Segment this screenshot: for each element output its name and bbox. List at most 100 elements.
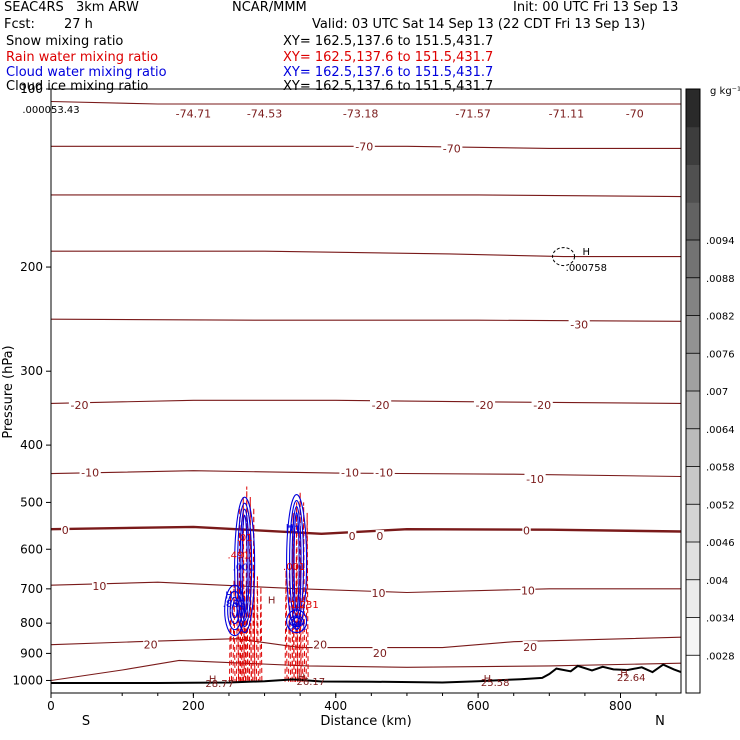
cloud-water-label: .061 xyxy=(285,621,307,632)
cloud-water-label: .001 xyxy=(233,563,255,574)
colorbar-unit: g kg⁻¹ xyxy=(710,86,740,97)
terrain-line xyxy=(51,663,682,684)
isotherm-label-bg xyxy=(473,398,496,410)
isotherm-label: 20 xyxy=(313,639,327,652)
cloud-water-contour xyxy=(293,616,300,626)
rain-water-contour xyxy=(252,565,256,682)
temperature-contours xyxy=(50,100,682,682)
isotherm-label: 10 xyxy=(521,585,535,598)
y-tick-label: 500 xyxy=(20,495,43,509)
isotherm-label: -10 xyxy=(81,466,99,479)
isotherm-label-bg xyxy=(173,107,214,119)
legend-snow-label: Snow mixing ratio xyxy=(6,34,124,49)
cloud-water-label: .71 xyxy=(285,524,301,535)
isotherm-label-bg xyxy=(546,107,587,119)
extremum-label: 28.77 xyxy=(205,679,234,690)
rain-water-label: 1.231 xyxy=(290,600,319,611)
rain-water-contour xyxy=(239,580,243,682)
extremum-label: 26.17 xyxy=(297,677,326,688)
y-tick-label: 600 xyxy=(20,542,43,556)
colorbar-swatch xyxy=(686,655,700,694)
rain-water-contour xyxy=(298,570,302,682)
y-tick-label: 100 xyxy=(20,82,43,96)
colorbar-swatch xyxy=(686,277,700,316)
isotherm-line xyxy=(50,470,682,478)
x-tick-label: 200 xyxy=(182,699,205,713)
isotherm-label: -71.11 xyxy=(549,107,584,120)
rain-water-contour xyxy=(295,502,299,682)
isotherm-label-bg xyxy=(568,318,590,330)
colorbar-swatch xyxy=(686,579,700,618)
plot-frame xyxy=(50,88,682,694)
y-tick-label: 700 xyxy=(20,582,43,596)
rain-water-label: .001 xyxy=(283,562,305,573)
isotherm-label: -70 xyxy=(355,140,373,153)
isotherm-label-bg xyxy=(452,107,494,119)
extremum-label: .000758 xyxy=(566,263,607,274)
isotherm-line xyxy=(51,145,681,149)
extremum-label: H xyxy=(583,247,591,258)
legend-rain-label: Rain water mixing ratio xyxy=(6,50,159,65)
colorbar-swatch xyxy=(686,353,700,392)
y-tick-label: 900 xyxy=(20,646,43,660)
isotherm-line xyxy=(51,194,682,198)
isotherm-label-bg xyxy=(339,466,361,478)
isotherm-label: 0 xyxy=(62,524,69,537)
isotherm-label: 0 xyxy=(376,530,383,543)
colorbar-tick-label: .0028 xyxy=(706,651,735,662)
terrain-surface xyxy=(51,663,682,684)
rain-water-contour xyxy=(232,580,236,682)
colorbar-swatch xyxy=(686,89,700,128)
legend-snow-xy: XY= 162.5,137.6 to 151.5,431.7 xyxy=(283,34,494,49)
colorbar-tick-label: .004 xyxy=(706,576,728,587)
colorbar-swatch xyxy=(686,617,700,656)
isotherm-line xyxy=(50,525,682,536)
contour-labels: -74.71 -74.53 -73.18 -71.57 -71.11 -70 -70 -70 -… xyxy=(22,105,645,690)
y-tick-label: 300 xyxy=(20,364,43,378)
rain-water-contour xyxy=(236,569,240,682)
colorbar-tick-label: .0052 xyxy=(706,500,735,511)
colorbar-swatch xyxy=(686,202,700,241)
extremum-label: H xyxy=(620,669,628,680)
isotherm-label-bg xyxy=(244,107,285,119)
cloud-water-contour xyxy=(227,590,243,631)
x-end-label-south: S xyxy=(82,714,90,729)
isotherm-label-bg xyxy=(372,646,388,658)
cloud-water-contour xyxy=(237,502,253,628)
rain-water-contour xyxy=(248,576,252,682)
isotherm-label: -10 xyxy=(526,473,544,486)
colorbar-tick-label: .0094 xyxy=(706,236,735,247)
isotherm-line xyxy=(50,581,681,594)
extremum-label: 25.58 xyxy=(481,678,510,689)
extremum-label: H xyxy=(298,673,306,684)
x-axis-label: Distance (km) xyxy=(320,714,411,729)
isotherm-label: -10 xyxy=(375,466,393,479)
colorbar-tick-label: .0034 xyxy=(706,614,735,625)
isotherm-label: 10 xyxy=(92,580,106,593)
isotherm-label-bg xyxy=(522,641,538,653)
x-tick-label: 0 xyxy=(47,699,55,713)
extremum-label: H xyxy=(225,591,233,602)
extremum-label: 22.64 xyxy=(617,673,646,684)
isotherm-line xyxy=(50,636,682,649)
isotherm-label: -74.71 xyxy=(176,107,211,120)
y-tick-label: 200 xyxy=(20,260,43,274)
isotherm-label-bg xyxy=(624,107,646,119)
isotherm-line xyxy=(50,659,682,682)
isotherm-label-bg xyxy=(369,398,392,410)
cloud-water-contour xyxy=(293,512,300,613)
rain-water-label: .01 xyxy=(237,533,253,544)
isotherm-label: 10 xyxy=(371,587,385,600)
rain-water-contour xyxy=(298,491,302,682)
isotherm-label: -70 xyxy=(626,107,644,120)
cloud-water-label: .862 xyxy=(223,599,245,610)
legend-cloud-water-xy: XY= 162.5,137.6 to 151.5,431.7 xyxy=(283,65,494,80)
isotherm-label: -20 xyxy=(372,399,390,412)
isotherm-label: -71.57 xyxy=(455,107,490,120)
cloud-ice-contour xyxy=(552,247,576,267)
cloud-water-contour xyxy=(229,596,240,625)
valid-time: Valid: 03 UTC Sat 14 Sep 13 (22 CDT Fri … xyxy=(312,17,646,32)
extremum-label: H xyxy=(209,675,217,686)
colorbar-tick-label: .0076 xyxy=(706,349,735,360)
